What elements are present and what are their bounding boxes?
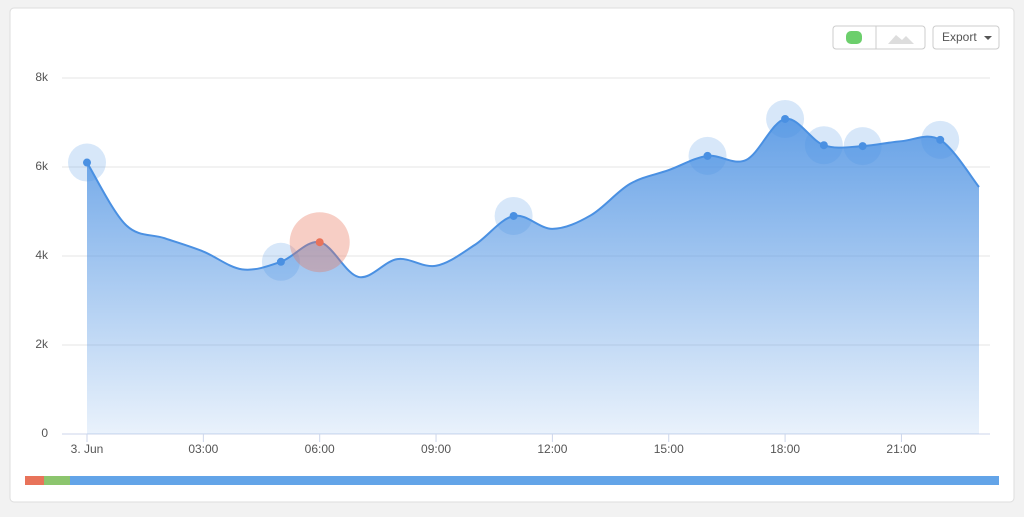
x-tick-label: 09:00 [421, 442, 451, 456]
x-tick-label: 15:00 [654, 442, 684, 456]
point [819, 141, 828, 150]
export-caret [984, 36, 992, 40]
point [936, 135, 945, 144]
x-tick-label: 21:00 [886, 442, 916, 456]
point [276, 257, 285, 266]
y-tick-label: 6k [35, 159, 49, 173]
x-tick-label: 3. Jun [71, 442, 104, 456]
nav-green [44, 476, 70, 485]
x-tick-label: 06:00 [305, 442, 335, 456]
area-fill [87, 118, 979, 434]
point [703, 151, 712, 160]
x-tick-label: 18:00 [770, 442, 800, 456]
x-tick-label: 03:00 [188, 442, 218, 456]
y-tick-label: 4k [35, 248, 49, 262]
y-tick-label: 0 [41, 426, 48, 440]
y-tick-label: 2k [35, 337, 49, 351]
navigator[interactable] [25, 476, 999, 485]
icon-area[interactable] [888, 35, 914, 44]
point [781, 114, 790, 123]
point [509, 211, 518, 220]
nav-red [25, 476, 44, 485]
point [315, 238, 324, 247]
point [83, 158, 91, 167]
export-button[interactable]: Export [932, 25, 1000, 50]
x-tick-label: 12:00 [537, 442, 567, 456]
icon-monster[interactable] [846, 31, 862, 44]
nav-blue [70, 476, 999, 485]
export-label[interactable]: Export [942, 30, 977, 44]
export-frame[interactable] [932, 25, 1000, 50]
point [858, 142, 867, 151]
y-tick-label: 8k [35, 70, 49, 84]
chart-type-toggle[interactable] [832, 25, 926, 50]
